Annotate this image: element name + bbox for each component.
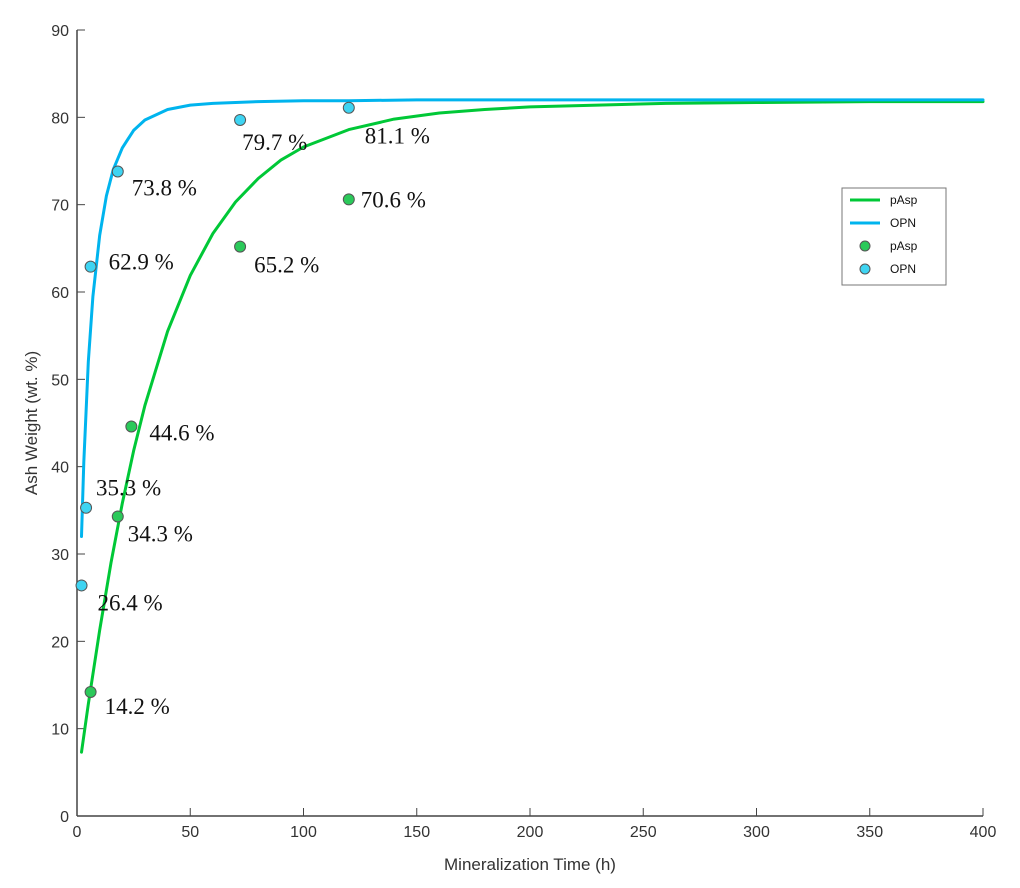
data-label-opn: 26.4 % — [98, 590, 163, 615]
y-tick-label: 30 — [51, 547, 69, 564]
data-label-pasp: 70.6 % — [361, 187, 426, 212]
legend-label: pAsp — [890, 239, 918, 253]
data-label-pasp: 14.2 % — [105, 694, 170, 719]
y-ticks: 0 10 20 30 40 50 60 70 80 90 — [51, 23, 85, 826]
x-tick-label: 100 — [290, 824, 317, 841]
data-point-pasp — [125, 420, 138, 433]
y-axis-title: Ash Weight (wt. %) — [22, 351, 41, 495]
data-point-opn — [111, 165, 124, 178]
data-point-opn — [84, 260, 97, 273]
data-point-opn — [342, 101, 355, 114]
legend: pAsp OPN pAsp OPN — [841, 187, 947, 286]
y-tick-label: 90 — [51, 23, 69, 40]
y-tick-label: 70 — [51, 198, 69, 215]
legend-marker-swatch — [859, 263, 871, 275]
x-tick-label: 200 — [517, 824, 544, 841]
data-point-opn — [80, 501, 93, 514]
data-label-opn: 35.3 % — [96, 476, 161, 501]
y-tick-label: 20 — [51, 634, 69, 651]
y-tick-label: 40 — [51, 460, 69, 477]
data-points — [75, 101, 355, 698]
data-point-opn — [75, 579, 88, 592]
x-tick-label: 400 — [970, 824, 997, 841]
legend-label: OPN — [890, 262, 916, 276]
data-label-opn: 81.1 % — [365, 124, 430, 149]
data-point-pasp — [84, 685, 97, 698]
legend-label: OPN — [890, 216, 916, 230]
data-label-opn: 62.9 % — [109, 250, 174, 275]
legend-entries: pAsp OPN pAsp OPN — [850, 193, 918, 276]
y-tick-label: 10 — [51, 722, 69, 739]
data-point-pasp — [234, 240, 247, 253]
y-tick-label: 80 — [51, 110, 69, 127]
legend-marker-swatch — [859, 240, 871, 252]
x-tick-label: 50 — [181, 824, 199, 841]
y-tick-label: 60 — [51, 285, 69, 302]
axes: 0 50 100 150 200 250 300 350 400 0 10 20 30 40 50 60 70… — [51, 23, 996, 841]
data-label-pasp: 34.3 % — [128, 521, 193, 546]
x-tick-label: 150 — [403, 824, 430, 841]
legend-box — [841, 187, 947, 286]
x-tick-label: 0 — [73, 824, 82, 841]
x-tick-label: 350 — [856, 824, 883, 841]
data-label-opn: 79.7 % — [242, 130, 307, 155]
fit-line-opn — [80, 98, 985, 538]
x-tick-label: 250 — [630, 824, 657, 841]
y-tick-label: 0 — [60, 809, 69, 826]
data-label-pasp: 44.6 % — [149, 420, 214, 445]
data-label-pasp: 65.2 % — [254, 253, 319, 278]
y-tick-label: 50 — [51, 372, 69, 389]
data-point-pasp — [111, 510, 124, 523]
legend-label: pAsp — [890, 193, 918, 207]
x-ticks: 0 50 100 150 200 250 300 350 400 — [73, 808, 997, 841]
data-labels: 14.2 % 34.3 % 44.6 % 65.2 % 70.6 % 26.4 % 35.3… — [96, 124, 430, 719]
x-axis-title: Mineralization Time (h) — [444, 855, 616, 874]
data-point-opn — [234, 113, 247, 126]
x-tick-label: 300 — [743, 824, 770, 841]
data-label-opn: 73.8 % — [132, 175, 197, 200]
data-point-pasp — [342, 193, 355, 206]
